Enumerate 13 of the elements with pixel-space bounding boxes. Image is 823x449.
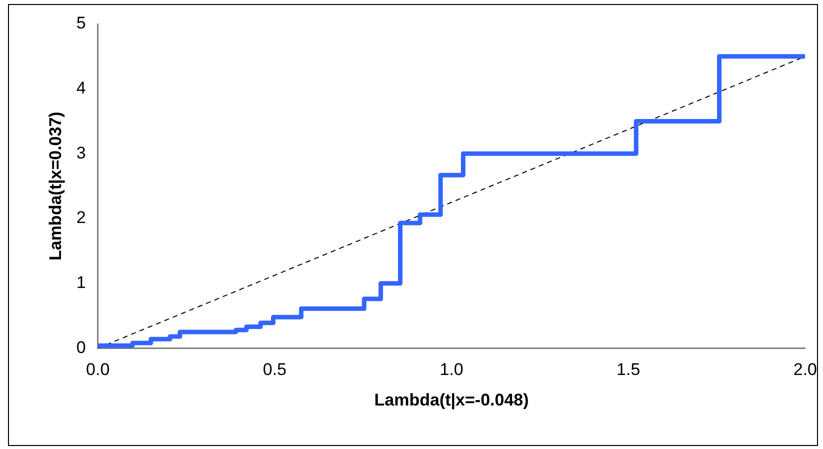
y-tick-label: 2 — [76, 208, 86, 228]
x-tick-label: 1.0 — [440, 360, 464, 380]
x-tick-label: 0.5 — [262, 360, 287, 380]
y-tick-label: 4 — [76, 78, 86, 98]
y-tick-label: 1 — [76, 273, 86, 292]
y-axis-title: Lambda(t|x=0.037) — [46, 112, 65, 261]
x-axis-title: Lambda(t|x=-0.048) — [374, 390, 529, 410]
y-tick-label: 0 — [76, 338, 86, 357]
x-tick-label: 0.0 — [86, 360, 110, 380]
y-tick-label: 3 — [76, 143, 86, 162]
x-tick-label: 2.0 — [793, 360, 818, 380]
y-tick-label: 5 — [76, 14, 86, 33]
x-tick-label: 1.5 — [616, 360, 640, 380]
